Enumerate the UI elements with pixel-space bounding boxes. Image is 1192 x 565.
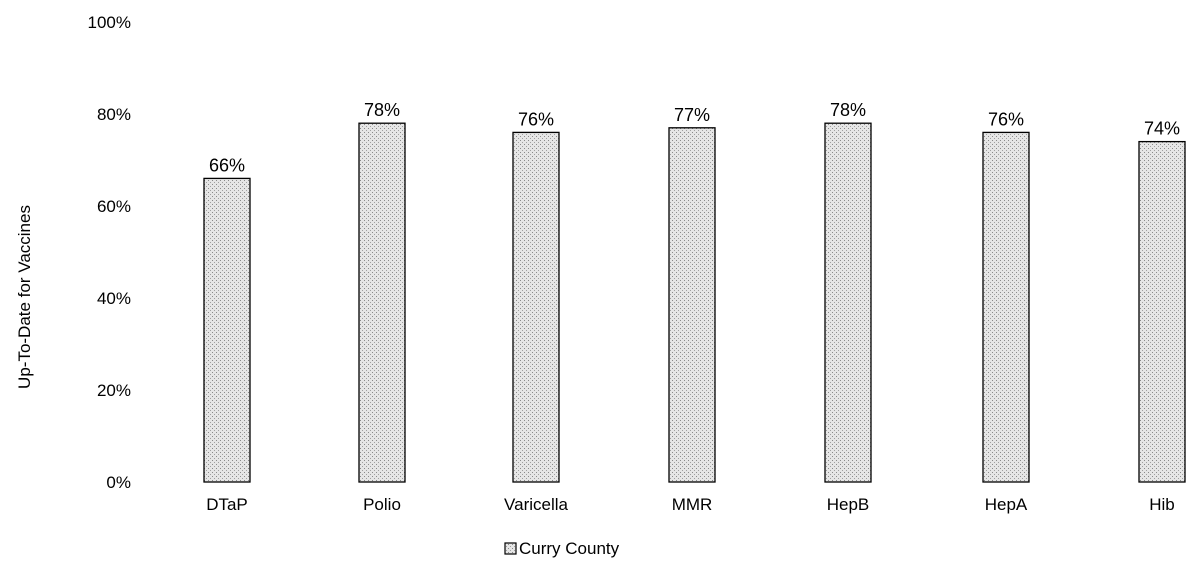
y-tick-label: 80% [97, 105, 131, 124]
bar [1138, 140, 1186, 483]
legend-swatch [504, 542, 517, 555]
data-label: 76% [518, 109, 554, 129]
x-tick-label: MMR [672, 495, 713, 514]
bar [358, 122, 406, 483]
x-tick-label: Hib [1149, 495, 1175, 514]
x-tick-label: DTaP [206, 495, 248, 514]
x-tick-label: Varicella [504, 495, 568, 514]
data-label: 76% [988, 109, 1024, 129]
legend: Curry County [504, 539, 620, 558]
data-label: 78% [364, 100, 400, 120]
data-label: 66% [209, 155, 245, 175]
data-label: 78% [830, 100, 866, 120]
y-tick-label: 20% [97, 381, 131, 400]
bar [824, 122, 872, 483]
data-label: 77% [674, 105, 710, 125]
x-axis-labels: DTaP Polio Varicella MMR HepB HepA Hib [206, 495, 1175, 514]
y-tick-label: 0% [106, 473, 131, 492]
bars [203, 122, 1186, 483]
x-tick-label: HepB [827, 495, 870, 514]
bar [982, 131, 1030, 483]
y-tick-label: 40% [97, 289, 131, 308]
bar [668, 127, 716, 483]
y-tick-label: 100% [88, 13, 131, 32]
data-labels: 66% 78% 76% 77% 78% 76% 74% [209, 100, 1180, 175]
y-axis-ticks: 0% 20% 40% 60% 80% 100% [88, 13, 131, 492]
bar [203, 177, 251, 483]
x-tick-label: HepA [985, 495, 1028, 514]
data-label: 74% [1144, 119, 1180, 139]
bar [512, 131, 560, 483]
y-tick-label: 60% [97, 197, 131, 216]
y-axis-title: Up-To-Date for Vaccines [15, 205, 34, 389]
legend-label: Curry County [519, 539, 620, 558]
x-tick-label: Polio [363, 495, 401, 514]
